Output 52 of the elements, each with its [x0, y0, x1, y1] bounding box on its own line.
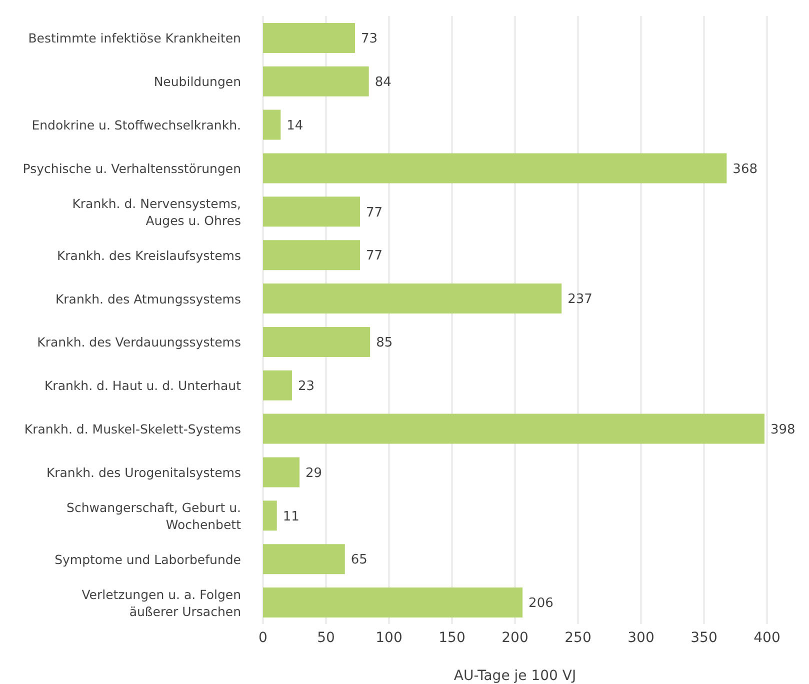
data-label: 368: [732, 162, 758, 177]
bar: [263, 22, 355, 53]
bar: [263, 588, 523, 618]
data-label: 206: [528, 596, 554, 612]
bar: [263, 370, 292, 400]
bar: [263, 153, 727, 184]
y-tick-label: Krankh. des Verdauungssystems: [37, 334, 241, 350]
bar: [263, 110, 281, 140]
bar: [263, 500, 277, 531]
data-label: 84: [374, 74, 392, 90]
data-label: 11: [282, 509, 300, 524]
x-tick-label: 50: [317, 630, 335, 646]
x-tick-label: 400: [754, 630, 780, 646]
y-tick-label: Psychische u. Verhaltensstörungen: [22, 160, 241, 176]
y-tick-label: Krankh. d. Nervensystems, Auges u. Ohres: [72, 195, 241, 228]
bar: [263, 457, 300, 488]
y-tick-label: Neubildungen: [154, 74, 241, 89]
bar: [263, 66, 369, 96]
x-tick-label: 100: [376, 630, 402, 646]
y-tick-label: Schwangerschaft, Geburt u. Wochenbett: [66, 499, 242, 532]
y-tick-label: Bestimmte infektiöse Krankheiten: [28, 30, 241, 46]
data-label: 77: [366, 205, 383, 220]
y-tick-label: Krankh. d. Muskel-Skelett-Systems: [24, 421, 241, 436]
bar: [263, 196, 360, 227]
x-tick-label: 300: [628, 630, 654, 646]
y-tick-label: Krankh. des Kreislaufsystems: [56, 247, 241, 262]
bar: [263, 284, 562, 314]
bar: [263, 326, 370, 357]
data-label: 85: [376, 336, 393, 351]
x-tick-label: 250: [564, 630, 592, 646]
x-tick-label: 200: [502, 630, 528, 646]
bar: [263, 240, 360, 270]
y-tick-label: Endokrine u. Stoffwechselkrankh.: [32, 117, 241, 132]
x-tick-label: 0: [258, 630, 268, 646]
data-label: 77: [366, 248, 383, 264]
data-label: 398: [770, 422, 796, 438]
data-label: 29: [306, 466, 322, 481]
y-tick-label: Krankh. des Urogenitalsystems: [46, 464, 241, 480]
y-tick-label: Verletzungen u. a. Folgen äußerer Ursachen: [82, 586, 241, 618]
data-label: 65: [350, 552, 368, 568]
data-label: 14: [286, 118, 304, 134]
x-tick-label: 350: [690, 630, 718, 646]
bar: [263, 414, 764, 444]
data-label: 237: [568, 292, 592, 308]
y-tick-label: Krankh. d. Haut u. d. Unterhaut: [44, 378, 242, 393]
y-tick-label: Symptome und Laborbefunde: [54, 551, 242, 566]
data-label: 73: [360, 32, 378, 47]
x-axis-title: AU-Tage je 100 VJ: [454, 668, 576, 684]
data-label: 23: [298, 378, 315, 394]
x-tick-label: 150: [438, 630, 466, 646]
bar: [263, 544, 345, 574]
y-tick-label: Krankh. des Atmungssystems: [55, 290, 241, 306]
